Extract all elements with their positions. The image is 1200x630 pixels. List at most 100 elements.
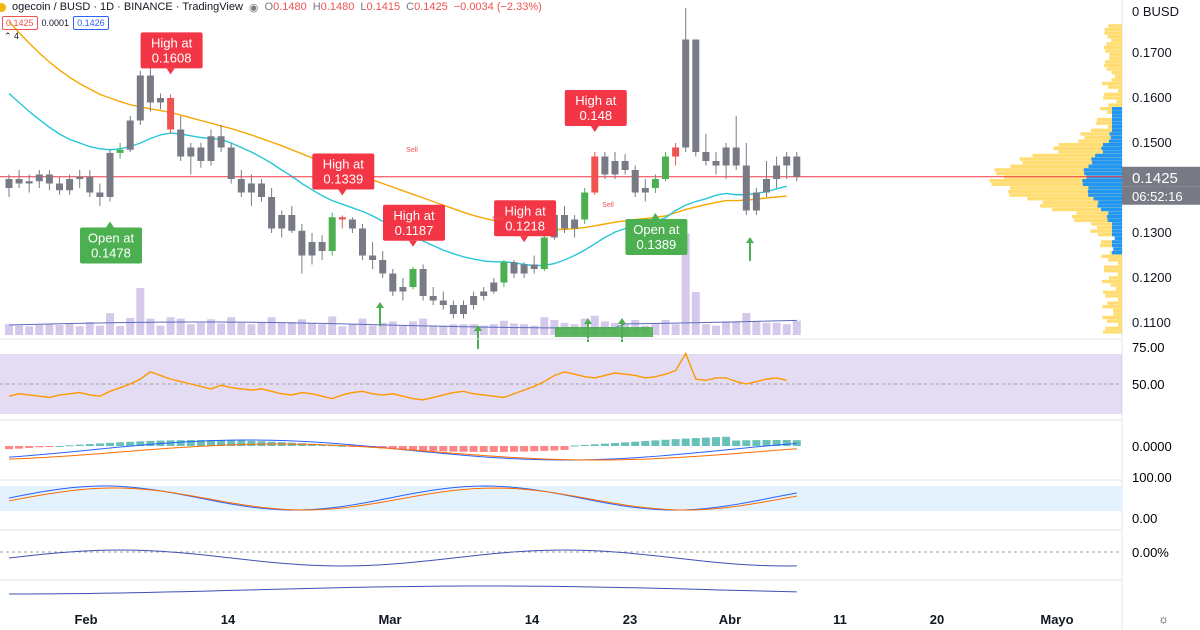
volume-bar	[308, 322, 316, 335]
eye-icon[interactable]: ◉	[248, 1, 259, 14]
candle-body	[5, 179, 13, 188]
candle-body	[672, 147, 680, 157]
candle	[651, 174, 659, 193]
macd-bar	[792, 440, 801, 446]
candle	[702, 134, 710, 166]
volume-profile-value-area	[1100, 207, 1122, 212]
candle-body	[76, 176, 84, 179]
candle-body	[571, 219, 579, 229]
macd-bar	[560, 446, 569, 450]
macd-bar	[85, 444, 94, 446]
candle-body	[581, 192, 589, 220]
volume-bar	[378, 322, 387, 335]
volume-bar	[419, 318, 428, 335]
volume-profile-value-area	[1112, 128, 1122, 132]
volume-bar	[25, 326, 34, 335]
volume-profile-bar	[1008, 189, 1122, 194]
candle-body	[359, 228, 366, 256]
macd-bar	[479, 446, 488, 452]
pct-line	[8, 549, 797, 567]
macd-bar	[308, 443, 316, 446]
volume-profile-value-area	[1102, 143, 1122, 147]
volume-profile-bar	[1108, 103, 1122, 107]
macd-bar	[5, 446, 13, 450]
macd-bar	[338, 445, 347, 447]
volume-bar	[136, 288, 145, 335]
volume-profile-bar	[1099, 243, 1122, 248]
bid-price[interactable]: 0.1425	[2, 16, 38, 30]
candle-body	[369, 255, 377, 260]
candle-body	[682, 39, 690, 148]
time-tick-label: Mayo	[1040, 612, 1073, 627]
volume-profile-value-area	[1110, 135, 1122, 140]
candle	[66, 174, 74, 195]
volume-profile-bar	[1053, 146, 1122, 150]
candle	[268, 188, 276, 233]
candle	[56, 176, 63, 195]
volume-bar	[328, 316, 337, 335]
candle-body	[591, 156, 599, 193]
candle	[369, 242, 377, 269]
macd-bar	[237, 440, 246, 446]
candle	[591, 152, 599, 195]
sell-marker: Sell	[602, 202, 614, 209]
candle-body	[298, 230, 306, 256]
volume-bar	[257, 322, 266, 335]
label-line-2: 0.1389	[637, 237, 677, 252]
macd-bar	[550, 446, 559, 451]
volume-profile-value-area	[1112, 240, 1122, 244]
arrow-head	[584, 318, 592, 324]
volume-profile-bar	[1103, 96, 1122, 100]
price-tick-label: 0 BUSD	[1132, 4, 1179, 19]
candle	[328, 212, 336, 256]
collapse-indicators-button[interactable]: ⌃ 4	[4, 31, 20, 41]
candle	[641, 179, 649, 202]
volume-bar	[196, 322, 205, 335]
volume-profile-value-area	[1098, 200, 1122, 204]
candle-body	[25, 181, 33, 184]
volume-profile-value-area	[1112, 114, 1122, 118]
candle-body	[470, 296, 478, 305]
volume-profile-bar	[1102, 315, 1122, 320]
candle-body	[742, 165, 750, 211]
bid-ask-row: 0.1425 0.0001 0.1426	[2, 16, 109, 30]
candle	[520, 262, 528, 278]
macd-signal-line	[8, 443, 797, 461]
candle	[540, 233, 548, 272]
symbol-title[interactable]: ogecoin / BUSD · 1D · BINANCE · TradingV…	[12, 1, 243, 13]
stoch-tick-label: 100.00	[1132, 470, 1172, 485]
candle	[510, 260, 518, 278]
volume-bar	[722, 321, 731, 335]
candle-body	[561, 215, 568, 229]
candle-body	[217, 136, 225, 148]
candle-body	[449, 305, 457, 314]
candle	[712, 152, 720, 175]
macd-bar	[651, 440, 660, 446]
candle-body	[783, 156, 791, 166]
volume-bar	[429, 325, 438, 335]
volume-profile-bar	[1118, 261, 1122, 266]
volume-profile-value-area	[1108, 139, 1122, 143]
volume-profile-bar	[1102, 279, 1122, 284]
macd-bar	[722, 436, 731, 446]
volume-profile-value-area	[1112, 125, 1122, 129]
volume-bar	[409, 321, 417, 335]
label-box	[564, 90, 627, 126]
volume-profile-value-area	[1101, 146, 1122, 150]
candle-body	[692, 39, 700, 152]
settings-gear-icon[interactable]: ☼	[1158, 612, 1169, 626]
candle-body	[500, 262, 508, 283]
volume-bar	[146, 318, 155, 335]
volume-bar	[742, 313, 751, 335]
volume-profile-bar	[1106, 319, 1122, 323]
candle-body	[247, 183, 255, 193]
ask-price[interactable]: 0.1426	[73, 16, 109, 30]
volume-profile-bar	[1058, 143, 1122, 147]
macd-bar	[489, 446, 498, 452]
label-line-1: Open at	[633, 222, 680, 237]
stoch-band	[0, 486, 1122, 511]
macd-bar	[631, 441, 640, 446]
candle	[409, 266, 417, 290]
